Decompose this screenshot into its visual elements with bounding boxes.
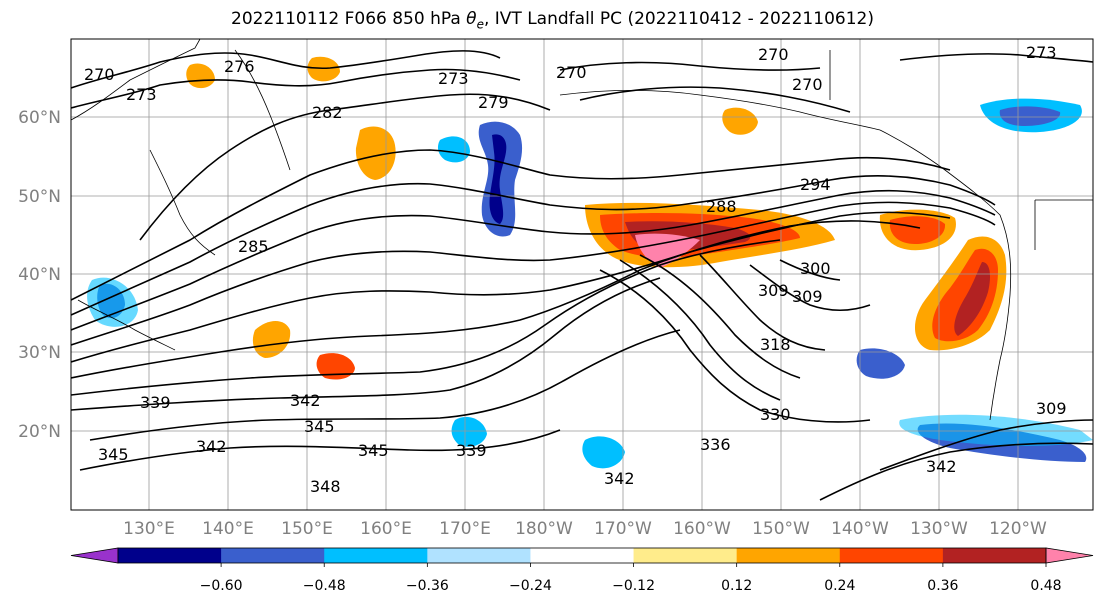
- colorbar-tick-label: −0.48: [303, 578, 346, 594]
- coastlines: [71, 39, 1093, 421]
- contour-label-270d: 270: [792, 75, 823, 94]
- graticule: [71, 39, 1093, 510]
- colorbar-segment: [839, 548, 944, 563]
- anomaly-shading: [87, 56, 1093, 469]
- pc-anomaly-core-coast: [954, 262, 990, 336]
- contour-labels: 270 273 276 273 279 282 270 270 270 273 …: [84, 43, 1067, 496]
- colorbar-tick-label: −0.12: [612, 578, 655, 594]
- lon-label: 170°W: [594, 519, 652, 539]
- contour-label-309c: 309: [1036, 399, 1067, 418]
- pc-anomaly-warm-sw: [252, 321, 291, 358]
- contour-label-282: 282: [312, 103, 343, 122]
- pc-anomaly-deep-northeast: [999, 106, 1061, 126]
- lon-label: 130°E: [123, 519, 175, 539]
- lon-label: 120°W: [989, 519, 1047, 539]
- contour-label-273: 273: [126, 85, 157, 104]
- contour-label-345b: 345: [358, 441, 389, 460]
- colorbar-segment: [736, 548, 841, 563]
- contour-label-270c: 270: [758, 45, 789, 64]
- lat-label: 60°N: [18, 108, 61, 128]
- colorbar-segment: [530, 548, 635, 563]
- lon-label: 150°W: [752, 519, 810, 539]
- lon-label: 170°E: [439, 519, 491, 539]
- contour-label-279: 279: [478, 93, 509, 112]
- colorbar-tick-label: 0.24: [824, 578, 855, 594]
- colorbar-segment: [633, 548, 738, 563]
- contour-label-270b: 270: [556, 63, 587, 82]
- pc-anomaly-warm-north: [722, 107, 758, 135]
- contour-label-342c: 342: [604, 469, 635, 488]
- lat-label: 50°N: [18, 187, 61, 207]
- colorbar-outline: [117, 547, 1047, 564]
- contour-label-348: 348: [310, 477, 341, 496]
- colorbar-tick-labels: −0.60 −0.48 −0.36 −0.24 −0.12 0.12 0.24 0.36 0.4…: [200, 563, 1062, 594]
- colorbar-segment: [118, 548, 222, 563]
- colorbar-segment: [427, 548, 531, 563]
- colorbar-segment: [324, 548, 428, 563]
- pc-anomaly-light-southcentral: [582, 436, 625, 469]
- colorbar-tick-label: 0.48: [1030, 578, 1061, 594]
- pc-anomaly-hot-gulf: [889, 216, 946, 244]
- pc-anomaly-light-japan: [87, 277, 138, 327]
- lon-label: 150°E: [281, 519, 333, 539]
- colorbar-tick-label: 0.12: [721, 578, 752, 594]
- chart-title: 2022110112 F066 850 hPa θe, IVT Landfall…: [231, 9, 874, 32]
- latitude-labels: 60°N 50°N 40°N 30°N 20°N: [18, 108, 61, 442]
- contour-label-339b: 339: [456, 441, 487, 460]
- pc-anomaly-warm-siberia: [307, 56, 340, 82]
- contour-label-276: 276: [224, 57, 255, 76]
- contour-label-273b: 273: [438, 69, 469, 88]
- map-frame: [70, 38, 1094, 511]
- contour-label-345: 345: [304, 417, 335, 436]
- contour-label-309: 309: [758, 281, 789, 300]
- pc-anomaly-deep-bering: [489, 134, 507, 224]
- lon-label: 140°E: [202, 519, 254, 539]
- lon-label: 180°W: [515, 519, 573, 539]
- contour-label-270: 270: [84, 65, 115, 84]
- pc-anomaly-cold-bering: [478, 121, 523, 237]
- colorbar-tick-label: 0.36: [927, 578, 958, 594]
- contour-label-336: 336: [700, 435, 731, 454]
- contour-label-288: 288: [706, 197, 737, 216]
- contour-label-345c: 345: [98, 445, 129, 464]
- colorbar-tick-label: −0.24: [509, 578, 552, 594]
- pc-anomaly-light-south: [451, 416, 487, 447]
- longitude-labels: 130°E 140°E 150°E 160°E 170°E 180°W 170°W 160°W…: [123, 519, 1047, 539]
- colorbar-extend-high: [1045, 547, 1094, 564]
- contour-label-339: 339: [140, 393, 171, 412]
- pc-anomaly-hot-sw: [316, 353, 355, 380]
- colorbar-tick-label: −0.36: [406, 578, 449, 594]
- contour-label-309b: 309: [792, 287, 823, 306]
- contour-label-342: 342: [290, 391, 321, 410]
- colorbar: [70, 547, 1094, 564]
- lat-label: 20°N: [18, 422, 61, 442]
- contour-label-318: 318: [760, 335, 791, 354]
- lat-label: 30°N: [18, 343, 61, 363]
- pc-anomaly-light-bering: [437, 136, 470, 163]
- contour-label-294: 294: [800, 175, 831, 194]
- colorbar-tick-label: −0.60: [200, 578, 243, 594]
- lon-label: 130°W: [910, 519, 968, 539]
- contour-label-342d: 342: [926, 457, 957, 476]
- pc-anomaly-warm-sea-okhotsk: [186, 63, 215, 89]
- contour-label-273c: 273: [1026, 43, 1057, 62]
- lon-label: 140°W: [831, 519, 889, 539]
- lat-label: 40°N: [18, 265, 61, 285]
- contour-label-330: 330: [760, 405, 791, 424]
- lon-label: 160°W: [673, 519, 731, 539]
- lon-label: 160°E: [360, 519, 412, 539]
- theta-e-contours: [71, 50, 1093, 501]
- contour-label-342b: 342: [196, 437, 227, 456]
- colorbar-segment: [221, 548, 325, 563]
- contour-label-300: 300: [800, 259, 831, 278]
- pc-anomaly-cold-eastsub: [856, 348, 905, 379]
- colorbar-extend-low: [70, 547, 119, 564]
- colorbar-segment: [942, 548, 1047, 563]
- pc-anomaly-pink-midpacific: [635, 233, 700, 268]
- contour-label-285: 285: [238, 237, 269, 256]
